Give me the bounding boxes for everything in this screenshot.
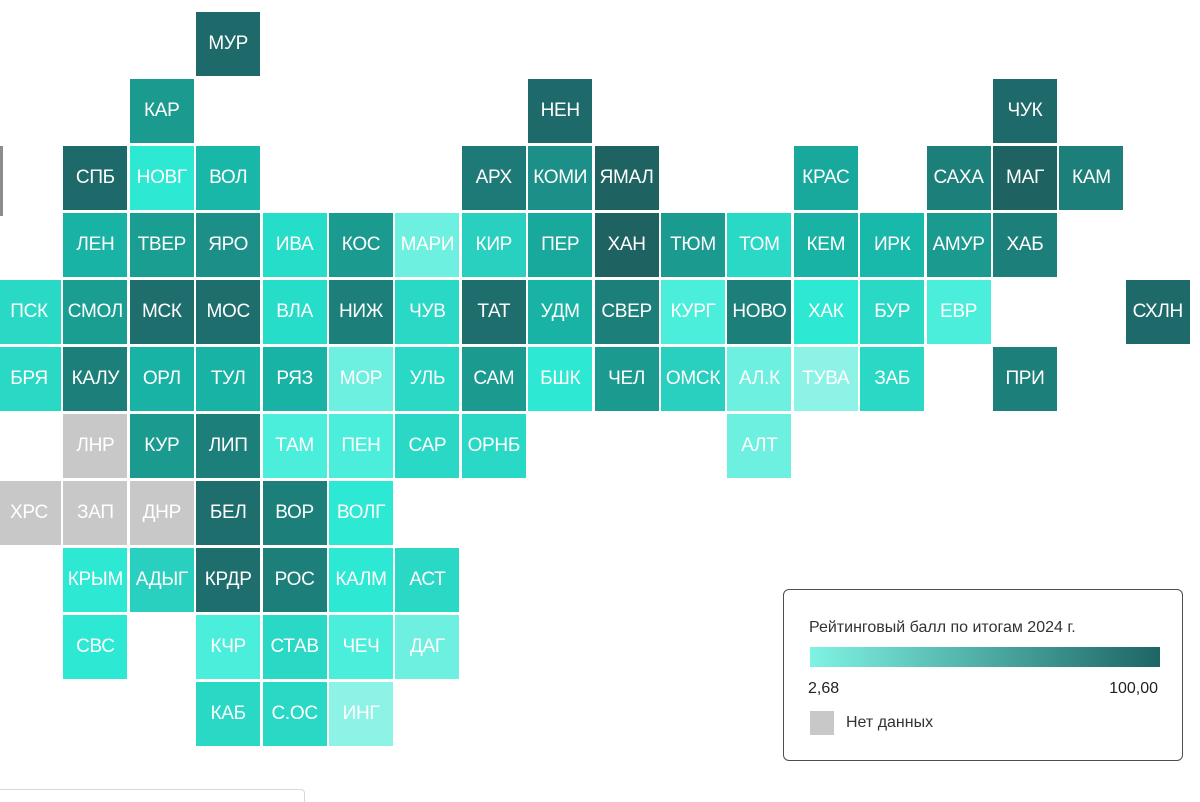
region-tile[interactable]: РЯЗ: [262, 347, 327, 411]
region-tile[interactable]: МУР: [196, 12, 261, 76]
region-tile[interactable]: ЯМАЛ: [594, 146, 659, 210]
region-tile[interactable]: НИЖ: [329, 280, 393, 344]
bottom-panel-fragment: [0, 789, 305, 802]
region-tile[interactable]: КЧР: [196, 615, 261, 679]
no-data-label: Нет данных: [846, 714, 934, 731]
region-tile[interactable]: НЕН: [528, 79, 593, 143]
region-tile[interactable]: СМОЛ: [63, 280, 128, 344]
region-tile[interactable]: АЛ.К: [727, 347, 792, 411]
region-tile[interactable]: ЧУК: [993, 79, 1057, 143]
region-tile[interactable]: ТАТ: [461, 280, 526, 344]
region-tile[interactable]: УЛЬ: [395, 347, 460, 411]
region-tile[interactable]: КОС: [329, 213, 393, 277]
region-tile[interactable]: ПЕН: [329, 414, 393, 478]
region-tile[interactable]: АРХ: [461, 146, 526, 210]
region-tile[interactable]: ИНГ: [329, 682, 393, 746]
region-tile[interactable]: ХАК: [793, 280, 858, 344]
region-tile[interactable]: ЛЕН: [63, 213, 128, 277]
region-tile[interactable]: ИВА: [262, 213, 327, 277]
region-tile[interactable]: СПБ: [63, 146, 128, 210]
region-tile[interactable]: КОМИ: [528, 146, 593, 210]
region-tile[interactable]: ОРЛ: [129, 347, 194, 411]
region-tile[interactable]: БШК: [528, 347, 593, 411]
region-tile[interactable]: ЛИП: [196, 414, 261, 478]
region-tile[interactable]: ПРИ: [993, 347, 1057, 411]
left-edge-fragment: [0, 146, 3, 216]
region-tile[interactable]: ЗАБ: [860, 347, 925, 411]
region-tile[interactable]: ЕВР: [926, 280, 991, 344]
region-tile[interactable]: ЛНР: [63, 414, 128, 478]
region-tile[interactable]: МОР: [329, 347, 393, 411]
legend-min-label: 2,68: [808, 680, 840, 697]
region-tile[interactable]: ЯРО: [196, 213, 261, 277]
region-tile[interactable]: КАМ: [1059, 146, 1124, 210]
region-tile[interactable]: ИРК: [860, 213, 925, 277]
region-tile[interactable]: КУР: [129, 414, 194, 478]
region-tile[interactable]: МСК: [129, 280, 194, 344]
no-data-swatch: [810, 711, 834, 735]
legend-gradient-bar: [810, 647, 1160, 667]
region-tile[interactable]: ЗАП: [63, 481, 128, 545]
region-tile[interactable]: БЕЛ: [196, 481, 261, 545]
region-tile[interactable]: ТВЕР: [129, 213, 194, 277]
region-tile[interactable]: КАР: [129, 79, 194, 143]
legend-max-label: 100,00: [1109, 680, 1158, 697]
region-tile[interactable]: ДАГ: [395, 615, 460, 679]
region-tile[interactable]: ТУЛ: [196, 347, 261, 411]
region-tile[interactable]: АЛТ: [727, 414, 792, 478]
region-tile[interactable]: ВОР: [262, 481, 327, 545]
region-tile[interactable]: КАБ: [196, 682, 261, 746]
region-tile[interactable]: ТОМ: [727, 213, 792, 277]
region-tile[interactable]: ЧУВ: [395, 280, 460, 344]
region-tile[interactable]: КРАС: [793, 146, 858, 210]
region-tile[interactable]: КУРГ: [661, 280, 725, 344]
region-tile[interactable]: ТУВА: [793, 347, 858, 411]
region-tile[interactable]: СВЕР: [594, 280, 659, 344]
color-legend: Рейтинговый балл по итогам 2024 г. 2,68 …: [783, 589, 1183, 761]
region-tile[interactable]: БУР: [860, 280, 925, 344]
region-tile[interactable]: КЕМ: [793, 213, 858, 277]
region-tile[interactable]: ВОЛ: [196, 146, 261, 210]
region-tile[interactable]: ЧЕЛ: [594, 347, 659, 411]
region-tile[interactable]: РОС: [262, 548, 327, 612]
region-tile[interactable]: УДМ: [528, 280, 593, 344]
region-tile[interactable]: САХА: [926, 146, 991, 210]
region-tile[interactable]: ВОЛГ: [329, 481, 393, 545]
region-tile[interactable]: КРЫМ: [63, 548, 128, 612]
region-tile[interactable]: КИР: [461, 213, 526, 277]
region-tile[interactable]: ХРС: [0, 481, 61, 545]
region-tile[interactable]: С.ОС: [262, 682, 327, 746]
region-tile[interactable]: ЧЕЧ: [329, 615, 393, 679]
region-tile[interactable]: ДНР: [129, 481, 194, 545]
region-tile[interactable]: МАРИ: [395, 213, 460, 277]
region-tile[interactable]: КАЛУ: [63, 347, 128, 411]
region-tile[interactable]: ТАМ: [262, 414, 327, 478]
region-tile[interactable]: АМУР: [926, 213, 991, 277]
region-tile[interactable]: ВЛА: [262, 280, 327, 344]
region-tile[interactable]: КАЛМ: [329, 548, 393, 612]
region-tile[interactable]: ОМСК: [661, 347, 725, 411]
region-tile[interactable]: ПСК: [0, 280, 61, 344]
legend-title: Рейтинговый балл по итогам 2024 г.: [809, 619, 1076, 636]
region-tile[interactable]: МАГ: [993, 146, 1057, 210]
region-tile[interactable]: СХЛН: [1125, 280, 1190, 344]
region-tile[interactable]: НОВО: [727, 280, 792, 344]
region-tile[interactable]: СВС: [63, 615, 128, 679]
region-tile[interactable]: МОС: [196, 280, 261, 344]
region-tile[interactable]: САР: [395, 414, 460, 478]
region-tile[interactable]: САМ: [461, 347, 526, 411]
region-tile[interactable]: СТАВ: [262, 615, 327, 679]
region-tile[interactable]: АСТ: [395, 548, 460, 612]
region-tile[interactable]: ПЕР: [528, 213, 593, 277]
region-tile[interactable]: БРЯ: [0, 347, 61, 411]
region-tile[interactable]: АДЫГ: [129, 548, 194, 612]
region-tile[interactable]: КРДР: [196, 548, 261, 612]
region-tile[interactable]: ТЮМ: [661, 213, 725, 277]
region-tile[interactable]: ХАН: [594, 213, 659, 277]
region-tile[interactable]: ХАБ: [993, 213, 1057, 277]
region-tile[interactable]: ОРНБ: [461, 414, 526, 478]
region-tile[interactable]: НОВГ: [129, 146, 194, 210]
